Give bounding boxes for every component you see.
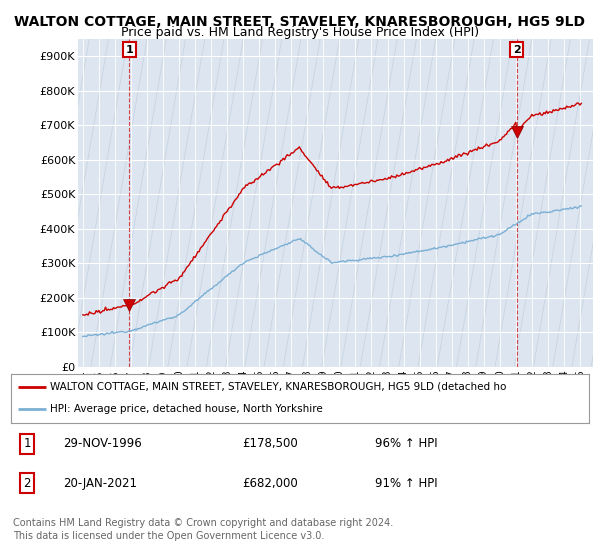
- Text: £178,500: £178,500: [242, 437, 298, 450]
- Text: 1: 1: [23, 437, 31, 450]
- Text: £682,000: £682,000: [242, 477, 298, 489]
- Text: HPI: Average price, detached house, North Yorkshire: HPI: Average price, detached house, Nort…: [50, 404, 323, 414]
- Text: WALTON COTTAGE, MAIN STREET, STAVELEY, KNARESBOROUGH, HG5 9LD: WALTON COTTAGE, MAIN STREET, STAVELEY, K…: [14, 15, 586, 29]
- Text: 29-NOV-1996: 29-NOV-1996: [63, 437, 142, 450]
- Text: 1: 1: [125, 45, 133, 54]
- Text: Contains HM Land Registry data © Crown copyright and database right 2024.: Contains HM Land Registry data © Crown c…: [13, 518, 394, 528]
- Text: 91% ↑ HPI: 91% ↑ HPI: [375, 477, 438, 489]
- Text: 20-JAN-2021: 20-JAN-2021: [63, 477, 137, 489]
- Text: Price paid vs. HM Land Registry's House Price Index (HPI): Price paid vs. HM Land Registry's House …: [121, 26, 479, 39]
- Text: 2: 2: [23, 477, 31, 489]
- Text: 96% ↑ HPI: 96% ↑ HPI: [375, 437, 438, 450]
- Text: 2: 2: [513, 45, 520, 54]
- Text: This data is licensed under the Open Government Licence v3.0.: This data is licensed under the Open Gov…: [13, 531, 325, 541]
- Text: WALTON COTTAGE, MAIN STREET, STAVELEY, KNARESBOROUGH, HG5 9LD (detached ho: WALTON COTTAGE, MAIN STREET, STAVELEY, K…: [50, 382, 506, 392]
